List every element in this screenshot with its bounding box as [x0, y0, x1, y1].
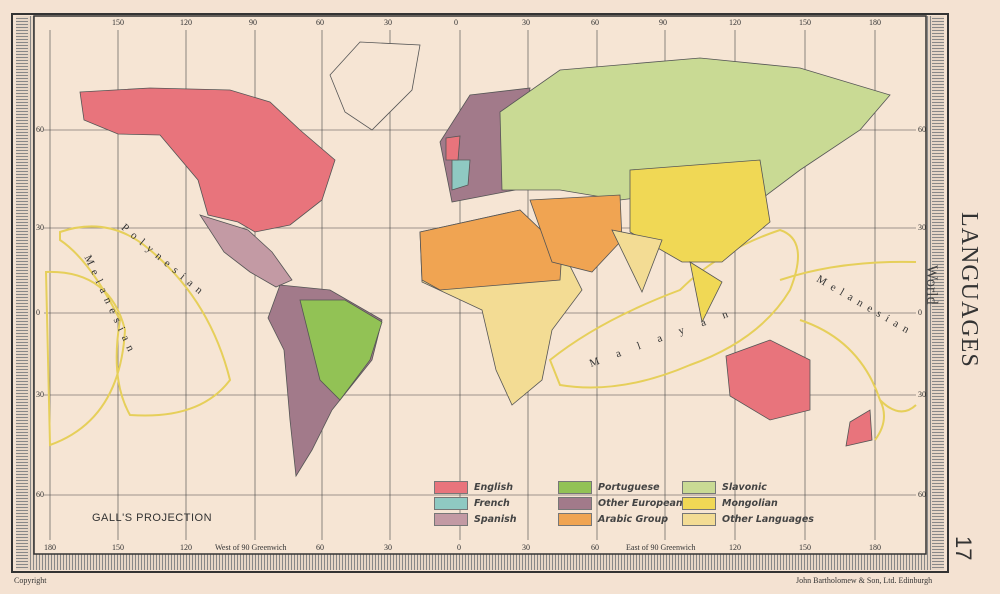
legend-item: Spanish: [434, 512, 517, 526]
latitude-label-right: 60: [918, 125, 926, 134]
legend-swatch: [558, 512, 592, 526]
bottom-longitude-label: 180: [869, 543, 881, 552]
arabia-arabic: [529, 194, 623, 273]
bottom-longitude-label: 0: [457, 543, 461, 552]
latitude-label-left: 30: [36, 223, 44, 232]
legend: English French Spanish Portuguese Other Euro…: [434, 480, 814, 530]
legend-label: French: [474, 497, 510, 509]
projection-label: GALL'S PROJECTION: [92, 512, 213, 524]
east-note: East of 90 Greenwich: [626, 543, 696, 552]
top-longitude-label: 30: [384, 18, 392, 27]
legend-swatch: [434, 496, 468, 510]
latitude-label-left: 60: [36, 125, 44, 134]
france-french: [451, 159, 471, 191]
china-mongolian: [629, 159, 771, 263]
new-zealand-english: [845, 409, 873, 447]
legend-swatch: [682, 480, 716, 494]
legend-label: Spanish: [474, 513, 517, 525]
page-number: 17: [951, 536, 976, 561]
legend-item: Slavonic: [682, 480, 767, 494]
legend-label: Other Languages: [722, 513, 814, 525]
central-america-spanish: [199, 214, 293, 288]
top-longitude-label: 150: [112, 18, 124, 27]
top-longitude-label: 120: [180, 18, 192, 27]
legend-label: Portuguese: [598, 481, 660, 493]
legend-item: French: [434, 496, 510, 510]
top-longitude-label: 30: [522, 18, 530, 27]
legend-label: English: [474, 481, 513, 493]
bottom-longitude-label: 120: [729, 543, 741, 552]
legend-swatch: [682, 496, 716, 510]
top-longitude-label: 90: [659, 18, 667, 27]
india-other: [611, 229, 663, 294]
title-languages: LANGUAGES: [956, 212, 982, 368]
australia-english: [725, 339, 811, 421]
legend-item: English: [434, 480, 513, 494]
southeast-asia: [689, 261, 723, 324]
polynesian-outline: [59, 225, 232, 417]
latitude-label-left: 30: [36, 390, 44, 399]
top-longitude-label: 180: [869, 18, 881, 27]
bottom-longitude-label: 180: [44, 543, 56, 552]
melanesian-east-outline: [779, 260, 917, 441]
bottom-longitude-label: 30: [384, 543, 392, 552]
legend-item: Other Languages: [682, 512, 814, 526]
copyright: Copyright: [14, 576, 47, 585]
latitude-label-left: 60: [36, 490, 44, 499]
region-outlines: [44, 225, 917, 447]
top-longitude-label: 0: [454, 18, 458, 27]
legend-label: Mongolian: [722, 497, 778, 509]
bottom-longitude-label: 60: [316, 543, 324, 552]
publisher: John Bartholomew & Son, Ltd. Edinburgh: [796, 576, 933, 585]
north-africa-arabic: [419, 209, 563, 291]
bottom-longitude-label: 150: [799, 543, 811, 552]
legend-item: Arabic Group: [558, 512, 668, 526]
legend-label: Slavonic: [722, 481, 767, 493]
top-longitude-label: 120: [729, 18, 741, 27]
title-world: World: [923, 265, 940, 305]
brazil-portuguese: [299, 299, 383, 401]
legend-swatch: [558, 480, 592, 494]
legend-swatch: [434, 512, 468, 526]
legend-swatch: [682, 512, 716, 526]
britain-english: [445, 135, 461, 161]
russia-slavonic: [499, 57, 891, 201]
latitude-label-right: 0: [918, 308, 922, 317]
legend-label: Arabic Group: [598, 513, 669, 525]
bottom-longitude-label: 150: [112, 543, 124, 552]
legend-label: Other European: [598, 497, 683, 509]
latitude-label-right: 30: [918, 223, 926, 232]
outer-frame: [11, 13, 949, 573]
latitude-label-right: 60: [918, 490, 926, 499]
bottom-longitude-label: 120: [180, 543, 192, 552]
north-america-english: [79, 87, 336, 233]
bottom-longitude-label: 60: [591, 543, 599, 552]
bottom-longitude-label: 30: [522, 543, 530, 552]
legend-swatch: [434, 480, 468, 494]
latitude-label-left: 0: [36, 308, 40, 317]
top-longitude-label: 60: [316, 18, 324, 27]
latitude-label-right: 30: [918, 390, 926, 399]
legend-item: Mongolian: [682, 496, 778, 510]
legend-item: Portuguese: [558, 480, 660, 494]
top-longitude-label: 90: [249, 18, 257, 27]
legend-swatch: [558, 496, 592, 510]
landmasses: [79, 41, 891, 478]
west-note: West of 90 Greenwich: [215, 543, 287, 552]
melanesian-west-outline: [44, 270, 127, 447]
top-longitude-label: 60: [591, 18, 599, 27]
greenland: [329, 41, 421, 131]
legend-item: Other European: [558, 496, 683, 510]
malayan-outline: [548, 228, 799, 389]
top-longitude-label: 150: [799, 18, 811, 27]
